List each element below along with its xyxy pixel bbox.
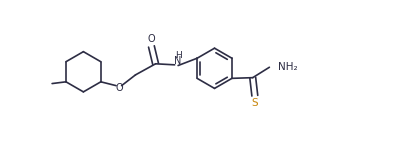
Text: NH₂: NH₂ xyxy=(277,62,297,72)
Text: O: O xyxy=(147,34,155,44)
Text: N: N xyxy=(174,56,181,66)
Text: O: O xyxy=(115,83,122,93)
Text: S: S xyxy=(251,98,258,108)
Text: H: H xyxy=(174,51,181,60)
